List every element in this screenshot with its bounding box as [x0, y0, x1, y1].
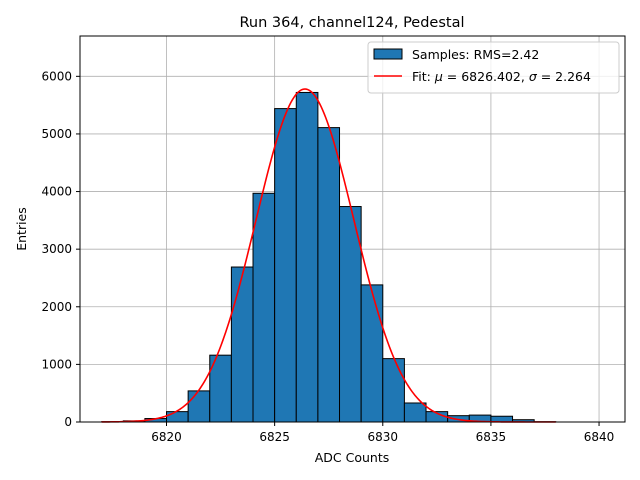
- legend-box: [367, 41, 620, 94]
- histogram-bar: [360, 284, 384, 423]
- histogram-bars: [101, 91, 557, 423]
- legend-samples-label: Samples: RMS=2.42: [412, 47, 539, 62]
- legend-fit-mu-symbol: μ: [434, 69, 443, 84]
- legend-fit-mu-value: = 6826.402,: [443, 69, 529, 84]
- x-axis-label: ADC Counts: [315, 450, 390, 465]
- x-tick-label: 6840: [584, 430, 615, 444]
- legend-samples-patch: [373, 48, 403, 60]
- histogram-bar: [274, 108, 297, 423]
- y-tick-label: 6000: [41, 69, 72, 83]
- y-tick-label: 4000: [41, 185, 72, 199]
- y-tick-label: 3000: [41, 242, 72, 256]
- legend: Samples: RMS=2.42 Fit: μ = 6826.402, σ =…: [367, 41, 620, 94]
- histogram-bar: [166, 411, 189, 423]
- x-tick-label: 6830: [368, 430, 399, 444]
- histogram-bar: [295, 91, 319, 423]
- histogram-bar: [252, 192, 276, 423]
- chart-title: Run 364, channel124, Pedestal: [239, 15, 464, 31]
- y-axis-label: Entries: [14, 207, 29, 251]
- y-tick-label: 0: [64, 415, 72, 429]
- y-tick-label: 2000: [41, 300, 72, 314]
- legend-fit-prefix: Fit:: [412, 69, 435, 84]
- histogram-bar: [317, 127, 341, 423]
- fit-curve-layer: [101, 88, 556, 423]
- y-axis-ticks: 0 1000 2000 3000 4000 5000 6000: [41, 69, 80, 429]
- histogram-bar: [382, 358, 405, 423]
- legend-fit-sigma-value: = 2.264: [537, 69, 591, 84]
- histogram-bar: [403, 402, 427, 423]
- legend-fit-sigma-symbol: σ: [529, 69, 538, 84]
- y-tick-label: 1000: [41, 357, 72, 371]
- x-tick-label: 6825: [259, 430, 290, 444]
- gaussian-fit-curve: [101, 88, 556, 423]
- y-tick-label: 5000: [41, 127, 72, 141]
- plot-frame: [79, 35, 626, 423]
- x-tick-label: 6820: [151, 430, 182, 444]
- x-tick-label: 6835: [476, 430, 507, 444]
- histogram-bar: [187, 390, 211, 423]
- legend-fit-label: Fit: μ = 6826.402, σ = 2.264: [412, 69, 591, 84]
- histogram-bar: [230, 266, 254, 423]
- x-axis-ticks: 6820 6825 6830 6835 6840: [151, 422, 614, 444]
